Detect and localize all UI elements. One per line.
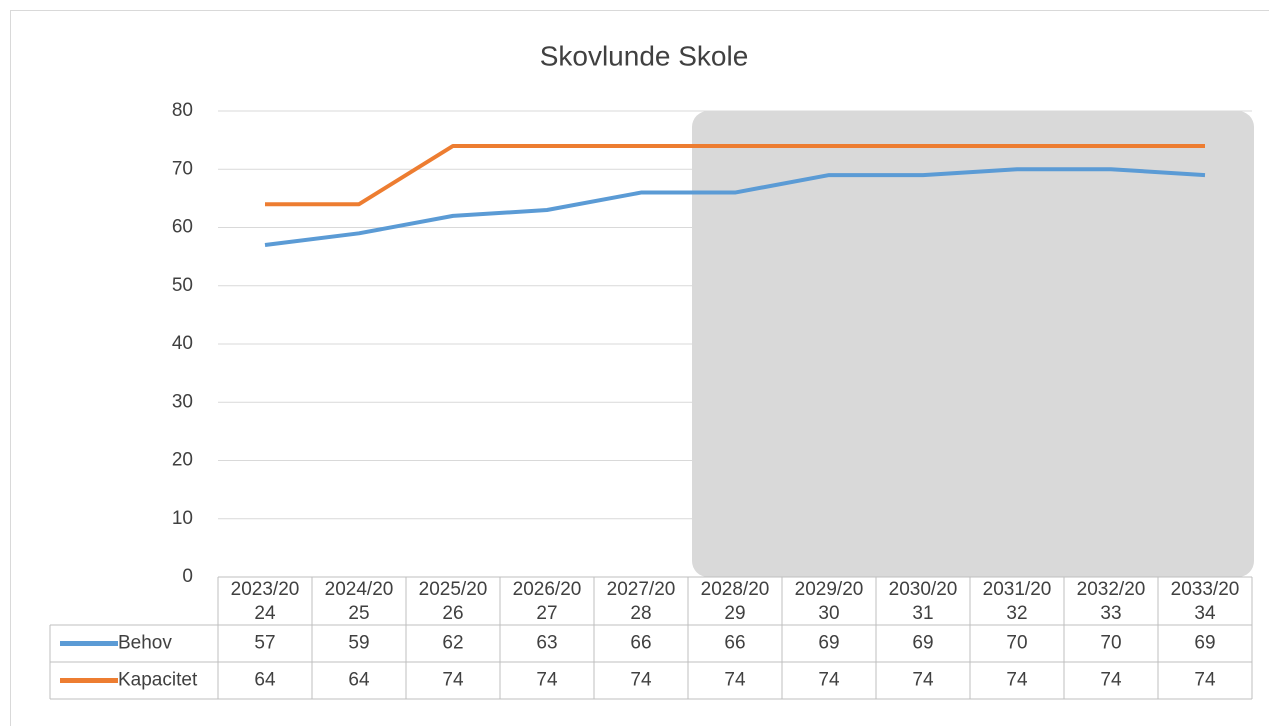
x-tick-label: 2029/2030 (794, 579, 864, 624)
x-tick-label: 2026/2027 (512, 579, 582, 624)
table-value: 66 (630, 633, 651, 654)
x-tick-label-box: 2026/2027 (512, 579, 582, 624)
x-tick-label-box: 2028/2029 (700, 579, 770, 624)
x-tick-label-box: 2023/2024 (230, 579, 300, 624)
x-tick-label-box: 2029/2030 (794, 579, 864, 624)
x-tick-label: 2027/2028 (606, 579, 676, 624)
x-tick-label-box: 2024/2025 (324, 579, 394, 624)
table-value: 74 (1194, 670, 1216, 691)
x-tick-label: 2033/2034 (1170, 579, 1240, 624)
x-tick-label-box: 2025/2026 (418, 579, 488, 624)
table-value: 74 (630, 670, 652, 691)
table-value: 74 (1006, 670, 1028, 691)
table-value: 64 (348, 670, 370, 691)
x-tick-label: 2024/2025 (324, 579, 394, 624)
y-tick-label: 0 (182, 566, 193, 587)
y-tick-label: 80 (172, 100, 193, 121)
x-tick-label: 2025/2026 (418, 579, 488, 624)
x-tick-label-box: 2031/2032 (982, 579, 1052, 624)
x-tick-label-box: 2033/2034 (1170, 579, 1240, 624)
table-value: 64 (254, 670, 276, 691)
series-line (264, 167, 1206, 247)
x-tick-label: 2028/2029 (700, 579, 770, 624)
y-tick-label: 50 (172, 275, 193, 296)
table-value: 69 (1194, 633, 1215, 654)
table-value: 69 (912, 633, 933, 654)
x-tick-label-box: 2027/2028 (606, 579, 676, 624)
table-value: 63 (536, 633, 557, 654)
legend-label: Kapacitet (118, 670, 198, 691)
table-value: 74 (724, 670, 746, 691)
y-tick-label: 60 (172, 217, 193, 238)
x-tick-label: 2030/2031 (888, 579, 958, 624)
y-tick-label: 20 (172, 450, 193, 471)
table-value: 70 (1006, 633, 1027, 654)
table-value: 69 (818, 633, 839, 654)
x-tick-label-box: 2032/2033 (1076, 579, 1146, 624)
table-value: 74 (912, 670, 934, 691)
x-tick-label: 2032/2033 (1076, 579, 1146, 624)
chart-border (10, 10, 1269, 726)
y-tick-label: 30 (172, 391, 193, 412)
x-tick-label-box: 2030/2031 (888, 579, 958, 624)
series-line (265, 143, 1205, 207)
table-value: 74 (818, 670, 840, 691)
table-value: 74 (1100, 670, 1122, 691)
table-value: 59 (348, 633, 369, 654)
table-value: 66 (724, 633, 745, 654)
x-tick-label: 2031/2032 (982, 579, 1052, 624)
x-tick-label: 2023/2024 (230, 579, 300, 624)
y-tick-label: 70 (172, 158, 193, 179)
chart-title: Skovlunde Skole (540, 40, 749, 71)
y-tick-label: 40 (172, 333, 193, 354)
table-value: 74 (536, 670, 558, 691)
table-value: 62 (442, 633, 463, 654)
legend-label: Behov (118, 633, 172, 654)
table-value: 57 (254, 633, 275, 654)
table-value: 70 (1100, 633, 1121, 654)
y-tick-label: 10 (172, 508, 193, 529)
table-value: 74 (442, 670, 464, 691)
